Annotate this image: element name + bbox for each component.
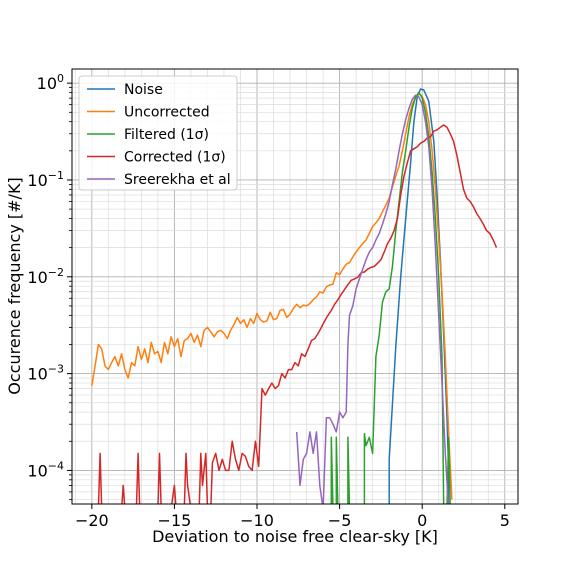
x-tick-label: 0: [417, 511, 427, 530]
y-tick-label: 100: [37, 72, 64, 93]
legend-label: Sreerekha et al: [124, 172, 231, 188]
y-tick-label: 10−2: [27, 266, 64, 287]
legend-label: Filtered (1σ): [124, 127, 209, 143]
legend-label: Corrected (1σ): [124, 150, 226, 166]
axis-ticks: −20 −15 −10 −5 0 5 10−4 10−3 10−2 10−1 100: [27, 72, 509, 530]
legend-label: Noise: [124, 82, 163, 98]
y-tick-label: 10−3: [27, 363, 64, 384]
x-tick-label: 5: [500, 511, 510, 530]
x-tick-label: −15: [158, 511, 192, 530]
x-tick-label: −10: [240, 511, 274, 530]
legend-label: Uncorrected: [124, 105, 210, 121]
x-tick-label: −5: [328, 511, 352, 530]
legend: Noise Uncorrected Filtered (1σ) Corrected (…: [78, 75, 238, 191]
y-tick-label: 10−1: [27, 169, 64, 190]
series-line-corrected-1: [97, 124, 498, 504]
y-tick-label: 10−4: [27, 459, 64, 480]
legend-box: [78, 75, 238, 191]
series-line-sreerekha-et-al: [295, 94, 450, 504]
y-axis-label: Occurence frequency [#/K]: [5, 177, 24, 394]
x-tick-label: −20: [75, 511, 109, 530]
x-axis-label: Deviation to noise free clear-sky [K]: [152, 527, 438, 546]
series-layer: [91, 88, 498, 504]
series-line-filtered-1: [330, 91, 451, 504]
